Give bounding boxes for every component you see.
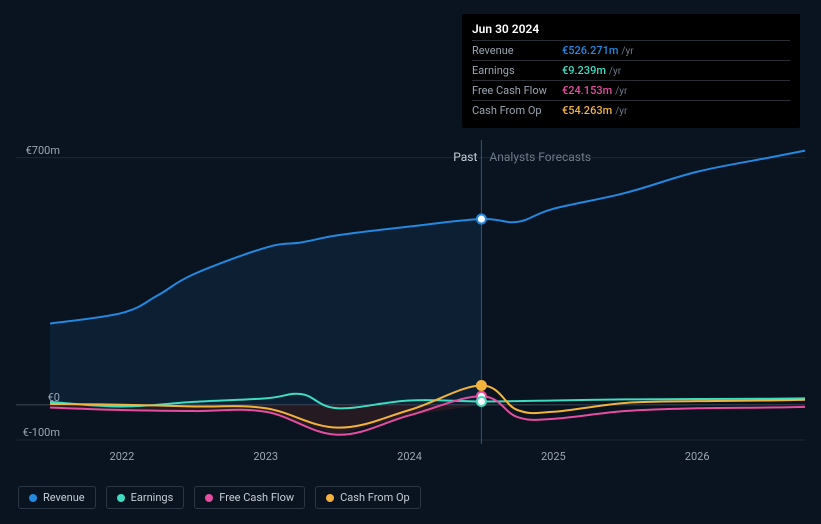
tooltip-value: €54.263m xyxy=(562,104,612,117)
legend-dot-icon xyxy=(29,494,37,502)
legend-item-free-cash-flow[interactable]: Free Cash Flow xyxy=(194,486,305,509)
legend: Revenue Earnings Free Cash Flow Cash From O… xyxy=(18,486,421,509)
tooltip-row: Earnings€9.239m/yr xyxy=(472,60,790,80)
tooltip-unit: /yr xyxy=(615,86,627,97)
tooltip-value: €24.153m xyxy=(562,84,612,97)
x-tick-label: 2022 xyxy=(110,450,135,463)
x-tick-label: 2024 xyxy=(397,450,422,463)
tooltip-metric: Earnings xyxy=(472,64,562,77)
legend-label: Free Cash Flow xyxy=(219,491,294,504)
legend-item-cash-from-op[interactable]: Cash From Op xyxy=(315,486,421,509)
data-tooltip: Jun 30 2024 Revenue€526.271m/yrEarnings€… xyxy=(462,14,800,128)
y-tick-label: €0 xyxy=(0,391,60,404)
financials-chart: €700m€0€-100m 20222023202420252026 Past … xyxy=(0,0,821,524)
tooltip-value: €9.239m xyxy=(562,64,606,77)
past-label: Past xyxy=(441,150,477,164)
x-tick-label: 2025 xyxy=(541,450,566,463)
y-tick-label: €-100m xyxy=(0,426,60,439)
legend-item-earnings[interactable]: Earnings xyxy=(106,486,185,509)
tooltip-metric: Free Cash Flow xyxy=(472,84,562,97)
tooltip-row: Revenue€526.271m/yr xyxy=(472,40,790,60)
tooltip-row: Cash From Op€54.263m/yr xyxy=(472,100,790,120)
tooltip-metric: Cash From Op xyxy=(472,104,562,117)
tooltip-unit: /yr xyxy=(609,66,621,77)
legend-dot-icon xyxy=(205,494,213,502)
legend-label: Earnings xyxy=(131,491,174,504)
legend-label: Revenue xyxy=(43,491,85,504)
y-tick-label: €700m xyxy=(0,144,60,157)
legend-dot-icon xyxy=(326,494,334,502)
x-tick-label: 2026 xyxy=(685,450,710,463)
tooltip-row: Free Cash Flow€24.153m/yr xyxy=(472,80,790,100)
x-tick-label: 2023 xyxy=(253,450,278,463)
tooltip-unit: /yr xyxy=(621,46,633,57)
tooltip-unit: /yr xyxy=(615,106,627,117)
legend-item-revenue[interactable]: Revenue xyxy=(18,486,96,509)
legend-label: Cash From Op xyxy=(340,491,410,504)
tooltip-metric: Revenue xyxy=(472,44,562,57)
legend-dot-icon xyxy=(117,494,125,502)
tooltip-value: €526.271m xyxy=(562,44,618,57)
tooltip-date: Jun 30 2024 xyxy=(472,22,790,40)
forecast-label: Analysts Forecasts xyxy=(489,150,591,164)
